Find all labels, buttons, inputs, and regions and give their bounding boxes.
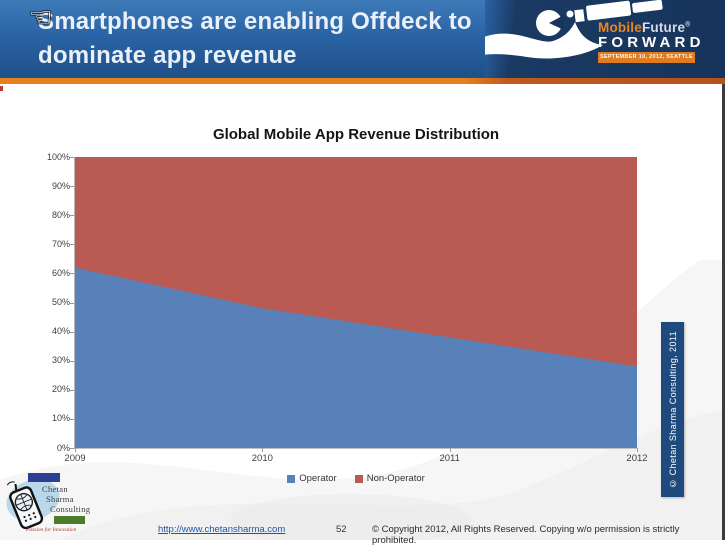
x-axis-tick-label: 2010 xyxy=(251,453,273,464)
event-logo: MobileFuture® FORWARD SEPTEMBER 10, 2012… xyxy=(485,0,725,78)
y-axis-tick-label: 20% xyxy=(51,384,70,395)
copyright-side-badge-text: © Chetan Sharma Consulting, 2011 xyxy=(667,330,678,489)
y-axis-tick-mark xyxy=(70,302,74,304)
consulting-name-line1: Chetan xyxy=(42,484,68,494)
footer-website-link[interactable]: http://www.chetansharma.com xyxy=(158,524,286,535)
telescope-figure-icon xyxy=(485,0,663,59)
x-axis-tick-label: 2009 xyxy=(64,453,86,464)
page-number: 52 xyxy=(336,524,347,535)
copyright-side-badge: © Chetan Sharma Consulting, 2011 xyxy=(661,322,684,497)
y-axis-tick-mark xyxy=(70,186,74,188)
y-axis-tick-label: 30% xyxy=(51,355,70,366)
brand-mobile: Mobile xyxy=(598,20,642,35)
consulting-tagline: Passion for Innovation xyxy=(26,527,77,533)
brand-future: Future xyxy=(641,20,686,35)
x-axis-tick-mark xyxy=(75,448,76,452)
legend-swatch xyxy=(354,474,363,483)
logo-blue-bar xyxy=(28,473,60,482)
x-axis-line xyxy=(75,448,637,449)
y-axis-tick-label: 70% xyxy=(51,238,70,249)
y-axis-line xyxy=(74,157,75,449)
slide-title-line1: Smartphones are enabling Offdeck to xyxy=(38,8,472,35)
footer-copyright: © Copyright 2012, All Rights Reserved. C… xyxy=(372,524,680,546)
y-axis-tick-label: 0% xyxy=(56,442,70,453)
consulting-logo: Chetan Sharma Consulting Passion for Inn… xyxy=(1,468,120,538)
registered-mark: ® xyxy=(685,21,691,29)
logo-green-bar xyxy=(54,516,85,524)
slide-title: Smartphones are enabling Offdeck to domi… xyxy=(38,5,472,73)
y-axis-tick-label: 50% xyxy=(51,297,70,307)
x-axis-tick-mark xyxy=(637,448,638,452)
y-axis-tick-mark xyxy=(70,273,74,275)
y-axis-tick-mark xyxy=(70,215,74,217)
left-edge-mark xyxy=(0,86,3,91)
operator-area xyxy=(75,267,637,448)
x-axis-tick-label: 2012 xyxy=(626,453,648,464)
y-axis-tick-label: 10% xyxy=(51,413,70,424)
y-axis-tick-label: 90% xyxy=(51,180,70,191)
brand-forward: FORWARD xyxy=(598,34,705,51)
x-axis-tick-mark xyxy=(449,448,451,452)
chart-legend: Operator Non-Operator xyxy=(75,473,637,484)
y-axis-tick-mark xyxy=(70,360,74,362)
stacked-area-chart xyxy=(75,157,637,448)
legend-label: Operator xyxy=(299,473,337,484)
right-edge-border xyxy=(722,84,725,540)
legend-swatch xyxy=(287,474,296,483)
consulting-name-line3: Consulting xyxy=(50,504,91,514)
y-axis-tick-mark xyxy=(70,448,74,449)
y-axis-tick-mark xyxy=(70,389,74,391)
y-axis-tick-mark xyxy=(70,157,74,158)
y-axis-tick-label: 60% xyxy=(51,267,70,278)
y-axis-tick-mark xyxy=(70,331,74,333)
y-axis-tick-label: 100% xyxy=(46,151,70,162)
event-date-banner: SEPTEMBER 10, 2012, SEATTLE xyxy=(598,52,695,63)
phone-globe-icon xyxy=(6,481,44,530)
legend-item: Non-Operator xyxy=(354,473,425,484)
y-axis-tick-mark xyxy=(70,418,74,420)
y-axis-tick-label: 40% xyxy=(51,326,70,337)
chart-title: Global Mobile App Revenue Distribution xyxy=(212,126,500,143)
legend-item: Operator xyxy=(287,473,337,484)
legend-label: Non-Operator xyxy=(366,473,425,484)
y-axis-tick-label: 80% xyxy=(51,209,70,220)
hand-cursor-icon: ☜ xyxy=(29,2,53,32)
slide-title-line2: dominate app revenue xyxy=(38,42,297,69)
brand-name: MobileFuture® xyxy=(598,20,691,35)
consulting-name-line2: Sharma xyxy=(46,494,74,504)
x-axis-tick-mark xyxy=(262,448,264,452)
header-accent-bar xyxy=(0,78,725,84)
y-axis-tick-mark xyxy=(70,244,74,246)
x-axis-tick-label: 2011 xyxy=(439,453,460,464)
slide-header: Smartphones are enabling Offdeck to domi… xyxy=(0,0,725,78)
